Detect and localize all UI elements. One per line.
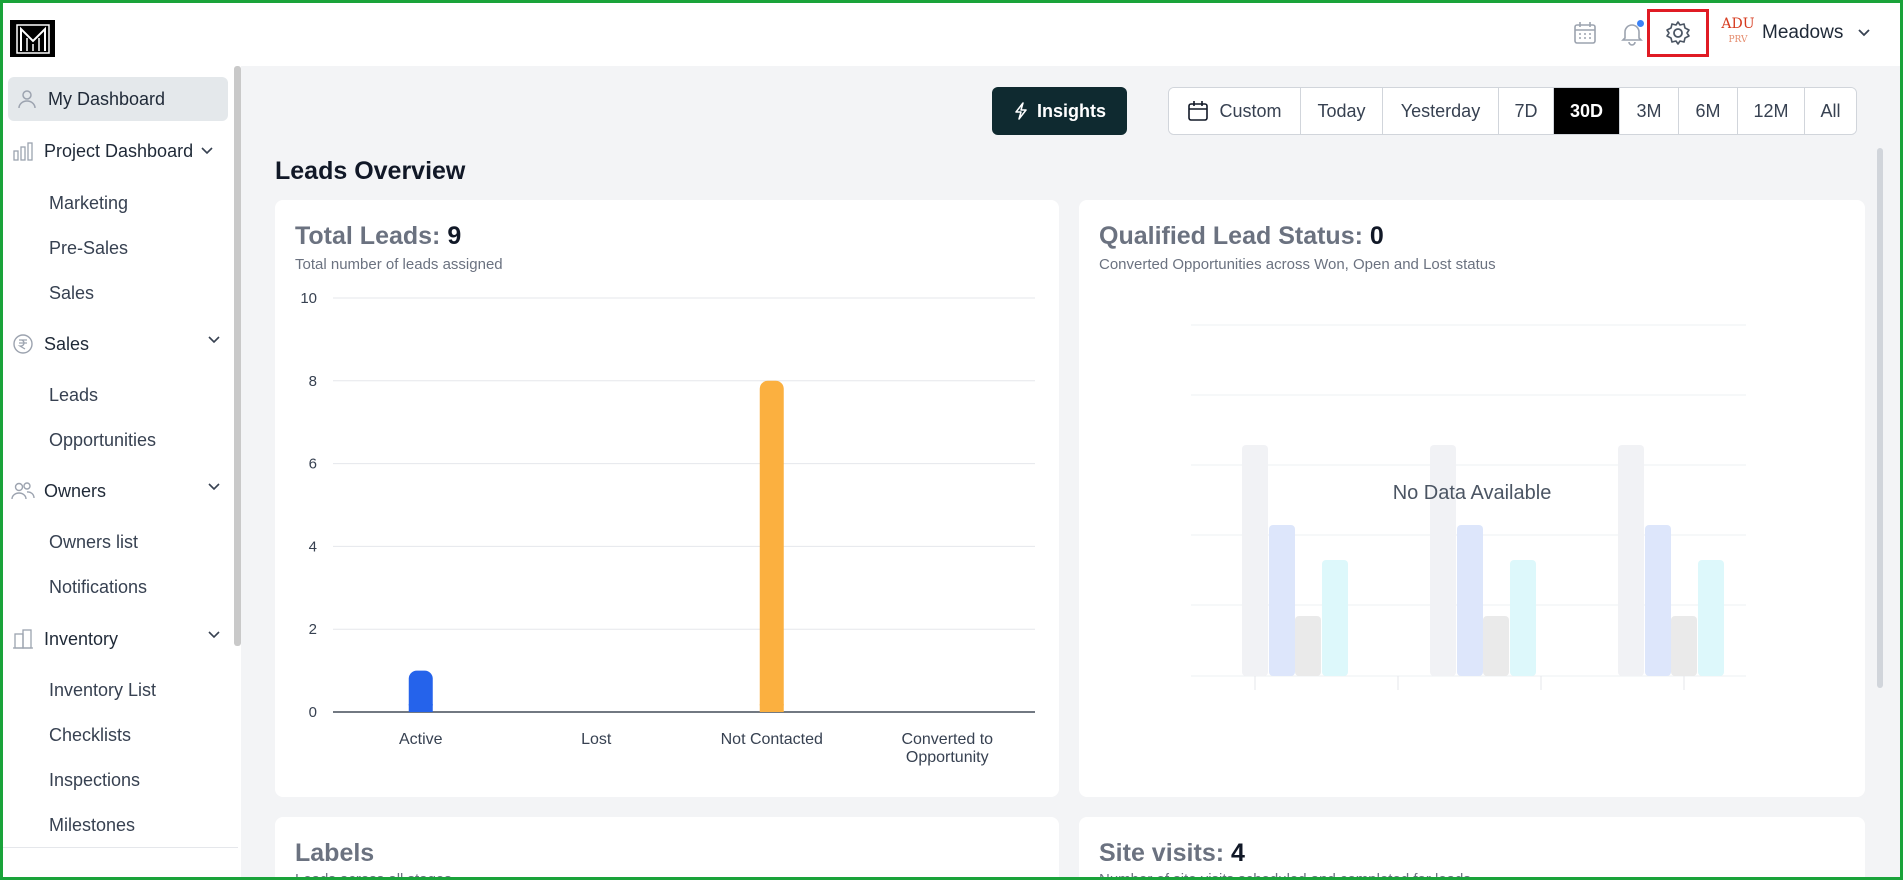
- total-leads-card: Total Leads: 9 Total number of leads ass…: [275, 200, 1059, 797]
- sidebar-item-label: Sales: [44, 333, 90, 354]
- chart-y-tick-label: 8: [309, 373, 317, 390]
- sidebar-subitem-inventory-list[interactable]: Inventory List: [49, 680, 157, 700]
- gear-icon[interactable]: [1663, 18, 1693, 48]
- total-leads-bar-chart: 0 2 4 6 8 10 Active Lost Not Contacted Converted …: [300, 290, 1035, 766]
- insights-label: Insights: [1036, 100, 1106, 121]
- total-leads-value: 9: [447, 222, 462, 250]
- empty-chart-placeholder: [1191, 324, 1746, 690]
- card-title: Labels: [295, 839, 375, 867]
- sidebar-item-my-dashboard[interactable]: My Dashboard: [8, 77, 228, 121]
- sidebar-subitem-leads[interactable]: Leads: [49, 385, 99, 405]
- sidebar-item-label: Owners: [44, 480, 107, 501]
- chart-bar: [408, 670, 433, 712]
- rupee-icon: [8, 333, 38, 355]
- sidebar-subitem-sales[interactable]: Sales: [49, 283, 95, 303]
- range-all-button[interactable]: All: [1805, 88, 1856, 134]
- sidebar-subitem-pre-sales[interactable]: Pre-Sales: [49, 238, 129, 258]
- chevron-down-icon: [201, 147, 213, 155]
- card-title: Qualified Lead Status: 0: [1099, 222, 1384, 250]
- sidebar-subitem-owners-list[interactable]: Owners list: [49, 532, 139, 552]
- project-selector[interactable]: Meadows: [1762, 18, 1871, 48]
- sidebar-subitem-marketing[interactable]: Marketing: [49, 193, 129, 213]
- top-bar: ADU PRV Meadows: [0, 0, 1903, 66]
- card-subtitle: Converted Opportunities across Won, Open…: [1099, 256, 1496, 273]
- no-data-message: No Data Available: [1392, 482, 1552, 504]
- notification-dot: [1637, 20, 1644, 27]
- chart-y-tick-label: 6: [309, 456, 317, 473]
- bell-icon[interactable]: [1617, 18, 1647, 48]
- sidebar-subitem-milestones[interactable]: Milestones: [49, 815, 136, 835]
- range-12m-button[interactable]: 12M: [1738, 88, 1805, 134]
- card-subtitle: Total number of leads assigned: [295, 256, 503, 273]
- qualified-leads-value: 0: [1369, 222, 1384, 250]
- chart-bar: [759, 380, 784, 712]
- card-subtitle: Number of site visits scheduled and comp…: [1099, 871, 1471, 880]
- sidebar-item-label: Inventory: [44, 628, 119, 649]
- sidebar-subitem-notifications[interactable]: Notifications: [49, 577, 148, 597]
- sidebar-item-label: Project Dashboard: [44, 140, 194, 161]
- sidebar: My Dashboard Project Dashboard Marketing…: [3, 66, 241, 877]
- sidebar-item-sales[interactable]: Sales: [8, 322, 228, 366]
- logo-mark-icon: [15, 23, 50, 54]
- project-name: Meadows: [1762, 22, 1844, 43]
- chevron-down-icon: [208, 336, 220, 344]
- qualified-lead-status-card: Qualified Lead Status: 0 Converted Oppor…: [1079, 200, 1865, 797]
- sidebar-scrollbar[interactable]: [234, 66, 241, 646]
- chart-x-tick-label: Converted to: [901, 731, 993, 748]
- range-custom-button[interactable]: Custom: [1169, 88, 1301, 134]
- chart-y-tick-label: 10: [300, 290, 317, 307]
- range-3m-button[interactable]: 3M: [1620, 88, 1679, 134]
- building-icon: [8, 628, 38, 650]
- users-icon: [8, 480, 38, 502]
- card-subtitle: Leads across all stages: [295, 871, 452, 880]
- insights-button[interactable]: Insights: [992, 87, 1127, 135]
- site-visits-value: 4: [1231, 839, 1245, 867]
- chart-bar-base: [759, 704, 784, 712]
- app-logo[interactable]: [10, 20, 55, 57]
- chevron-down-icon: [208, 631, 220, 639]
- bar-chart-icon: [8, 140, 38, 162]
- chart-y-tick-label: 2: [309, 621, 317, 638]
- range-6m-button[interactable]: 6M: [1679, 88, 1738, 134]
- chevron-down-icon: [1858, 29, 1870, 37]
- chevron-down-icon: [208, 483, 220, 491]
- range-label: Custom: [1219, 100, 1282, 121]
- sidebar-item-inventory[interactable]: Inventory: [8, 617, 228, 661]
- chart-bar-base: [408, 704, 433, 712]
- chart-y-tick-label: 0: [309, 704, 317, 721]
- range-yesterday-button[interactable]: Yesterday: [1383, 88, 1499, 134]
- sidebar-item-label: My Dashboard: [48, 88, 166, 109]
- range-30d-button[interactable]: 30D: [1554, 88, 1620, 134]
- sidebar-subitem-inspections[interactable]: Inspections: [49, 770, 141, 790]
- date-range-selector: Custom Today Yesterday 7D 30D 3M 6M 12M …: [1168, 87, 1857, 135]
- chart-x-tick-label: Opportunity: [906, 749, 989, 766]
- sidebar-subitem-opportunities[interactable]: Opportunities: [49, 430, 157, 450]
- sidebar-subitem-checklists[interactable]: Checklists: [49, 725, 132, 745]
- chart-x-tick-label: Lost: [581, 731, 612, 748]
- chart-y-tick-label: 4: [309, 538, 317, 555]
- calendar-icon[interactable]: [1570, 18, 1600, 48]
- chart-x-tick-label: Not Contacted: [721, 731, 823, 748]
- sidebar-divider: [3, 847, 238, 848]
- sidebar-item-project-dashboard[interactable]: Project Dashboard: [8, 129, 223, 173]
- project-brand-logo: ADU PRV: [1721, 16, 1755, 45]
- site-visits-card: Site visits: 4 Number of site visits sch…: [1079, 817, 1865, 880]
- range-today-button[interactable]: Today: [1301, 88, 1383, 134]
- main-scrollbar[interactable]: [1877, 148, 1883, 688]
- settings-highlight-box: [1647, 9, 1709, 57]
- section-title: Leads Overview: [275, 157, 466, 185]
- user-icon: [12, 88, 42, 110]
- card-title: Total Leads: 9: [295, 222, 462, 250]
- sidebar-item-owners[interactable]: Owners: [8, 469, 228, 513]
- card-title: Site visits: 4: [1099, 839, 1245, 867]
- calendar-icon: [1188, 101, 1209, 121]
- lightning-icon: [1015, 102, 1027, 120]
- labels-card: Labels Leads across all stages: [275, 817, 1059, 880]
- range-7d-button[interactable]: 7D: [1499, 88, 1554, 134]
- chart-x-tick-label: Active: [399, 731, 443, 748]
